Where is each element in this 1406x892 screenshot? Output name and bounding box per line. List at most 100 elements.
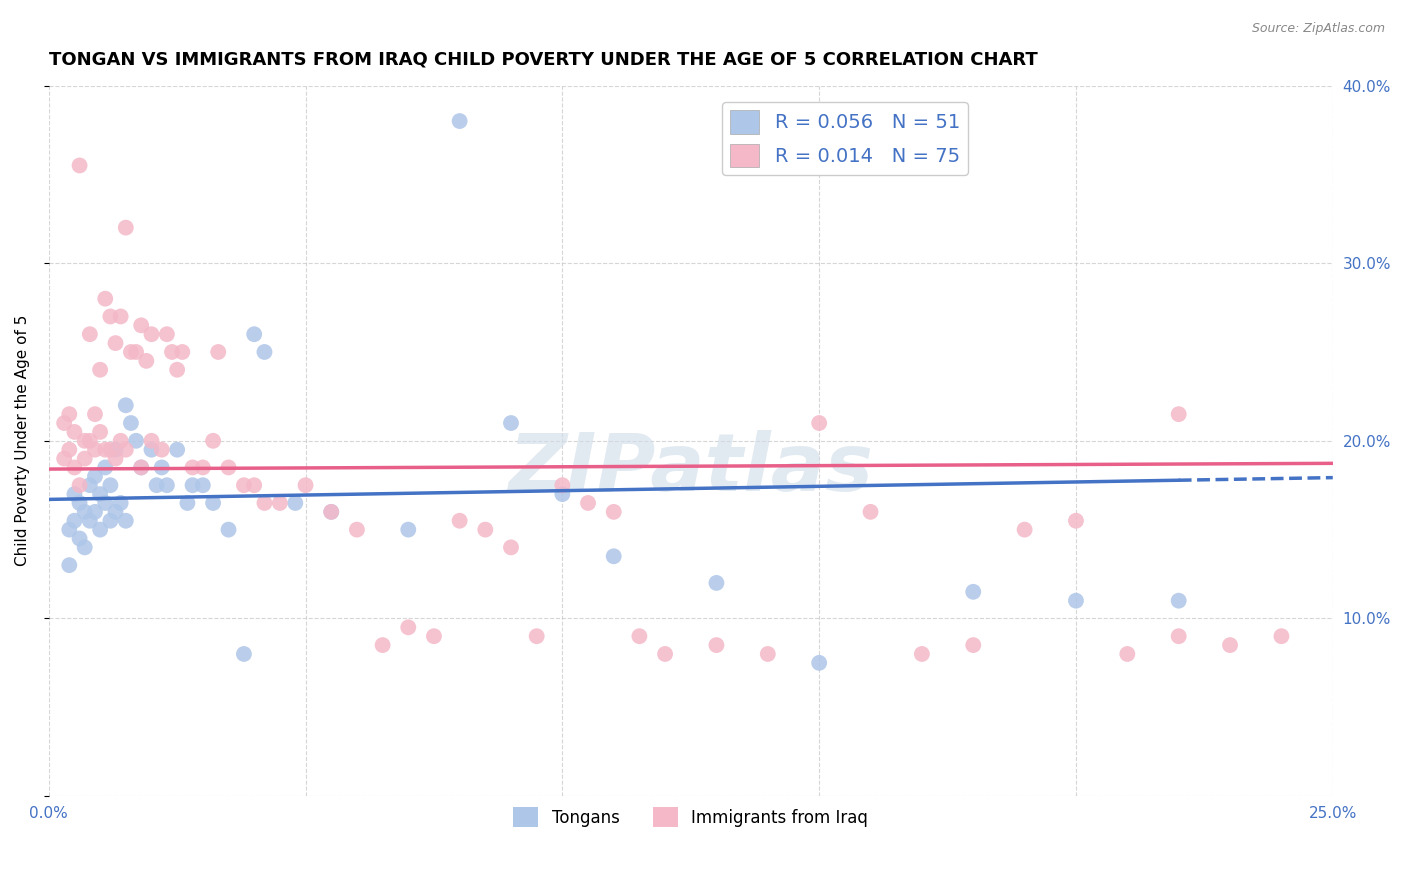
Point bbox=[202, 496, 225, 510]
Point bbox=[172, 345, 194, 359]
Point bbox=[526, 629, 548, 643]
Point bbox=[129, 460, 152, 475]
Point bbox=[1167, 593, 1189, 607]
Point bbox=[1219, 638, 1241, 652]
Point bbox=[104, 336, 127, 351]
Point bbox=[371, 638, 394, 652]
Point bbox=[191, 478, 214, 492]
Point bbox=[63, 425, 86, 439]
Point bbox=[120, 416, 142, 430]
Point bbox=[58, 523, 80, 537]
Point bbox=[294, 478, 316, 492]
Point bbox=[603, 549, 626, 564]
Point bbox=[63, 460, 86, 475]
Point bbox=[100, 514, 122, 528]
Point bbox=[114, 398, 136, 412]
Point bbox=[79, 327, 101, 342]
Point bbox=[284, 496, 307, 510]
Point bbox=[84, 469, 107, 483]
Point bbox=[1064, 514, 1087, 528]
Point bbox=[114, 220, 136, 235]
Point bbox=[911, 647, 934, 661]
Point bbox=[243, 478, 266, 492]
Point bbox=[396, 620, 419, 634]
Point bbox=[706, 638, 728, 652]
Point bbox=[94, 496, 117, 510]
Point bbox=[150, 442, 173, 457]
Point bbox=[73, 451, 96, 466]
Point bbox=[321, 505, 343, 519]
Point bbox=[499, 541, 522, 555]
Text: ZIPatlas: ZIPatlas bbox=[508, 430, 873, 508]
Point bbox=[474, 523, 496, 537]
Point bbox=[58, 407, 80, 421]
Y-axis label: Child Poverty Under the Age of 5: Child Poverty Under the Age of 5 bbox=[15, 315, 30, 566]
Point bbox=[232, 478, 254, 492]
Point bbox=[110, 310, 132, 324]
Point bbox=[1270, 629, 1292, 643]
Point bbox=[423, 629, 446, 643]
Point bbox=[181, 460, 204, 475]
Point bbox=[114, 514, 136, 528]
Point bbox=[58, 558, 80, 573]
Point bbox=[321, 505, 343, 519]
Point bbox=[232, 647, 254, 661]
Point bbox=[104, 505, 127, 519]
Point bbox=[73, 541, 96, 555]
Point bbox=[1064, 593, 1087, 607]
Point bbox=[94, 442, 117, 457]
Point bbox=[243, 327, 266, 342]
Point bbox=[166, 363, 188, 377]
Point bbox=[962, 638, 984, 652]
Point bbox=[191, 460, 214, 475]
Point bbox=[84, 505, 107, 519]
Point bbox=[89, 523, 111, 537]
Point bbox=[156, 478, 179, 492]
Point bbox=[859, 505, 882, 519]
Point bbox=[53, 416, 76, 430]
Point bbox=[1116, 647, 1139, 661]
Point bbox=[53, 451, 76, 466]
Point bbox=[79, 478, 101, 492]
Point bbox=[104, 442, 127, 457]
Point bbox=[100, 442, 122, 457]
Point bbox=[141, 442, 163, 457]
Point bbox=[129, 460, 152, 475]
Point bbox=[94, 292, 117, 306]
Point bbox=[141, 434, 163, 448]
Point bbox=[576, 496, 599, 510]
Point bbox=[756, 647, 779, 661]
Point bbox=[449, 114, 471, 128]
Point bbox=[551, 478, 574, 492]
Point bbox=[269, 496, 291, 510]
Point bbox=[218, 523, 240, 537]
Point bbox=[207, 345, 229, 359]
Point bbox=[79, 434, 101, 448]
Point bbox=[654, 647, 676, 661]
Point bbox=[84, 442, 107, 457]
Point bbox=[808, 416, 831, 430]
Point bbox=[346, 523, 368, 537]
Point bbox=[145, 478, 167, 492]
Point bbox=[63, 514, 86, 528]
Point bbox=[58, 442, 80, 457]
Point bbox=[628, 629, 651, 643]
Text: TONGAN VS IMMIGRANTS FROM IRAQ CHILD POVERTY UNDER THE AGE OF 5 CORRELATION CHAR: TONGAN VS IMMIGRANTS FROM IRAQ CHILD POV… bbox=[49, 51, 1038, 69]
Point bbox=[110, 496, 132, 510]
Point bbox=[218, 460, 240, 475]
Point bbox=[962, 584, 984, 599]
Point bbox=[160, 345, 183, 359]
Point bbox=[129, 318, 152, 333]
Point bbox=[73, 434, 96, 448]
Point bbox=[110, 434, 132, 448]
Point bbox=[100, 310, 122, 324]
Point bbox=[100, 478, 122, 492]
Point bbox=[449, 514, 471, 528]
Point bbox=[603, 505, 626, 519]
Point bbox=[166, 442, 188, 457]
Point bbox=[499, 416, 522, 430]
Point bbox=[1167, 407, 1189, 421]
Point bbox=[706, 575, 728, 590]
Point bbox=[135, 354, 157, 368]
Point bbox=[253, 496, 276, 510]
